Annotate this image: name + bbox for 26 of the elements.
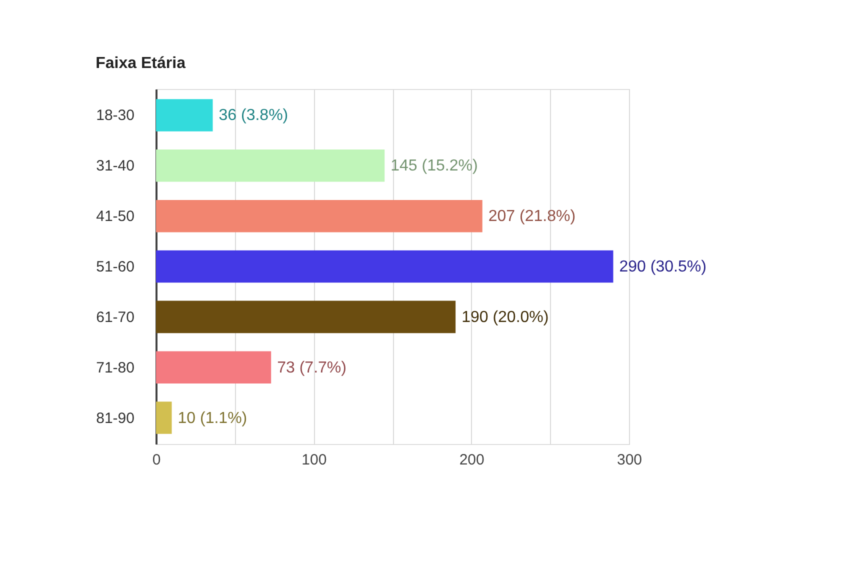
bar — [156, 99, 213, 132]
y-tick-label: 41-50 — [96, 208, 134, 226]
y-tick-label: 18-30 — [96, 107, 134, 124]
data-label: 10 (1.1%) — [178, 410, 248, 427]
data-label: 207 (21.8%) — [488, 208, 576, 226]
y-tick-label: 61-70 — [96, 308, 134, 326]
bar — [156, 351, 272, 384]
bar — [156, 402, 172, 434]
x-tick-label: 100 — [302, 452, 327, 468]
data-label: 290 (30.5%) — [619, 258, 706, 276]
x-tick-label: 0 — [152, 452, 161, 468]
bar — [156, 150, 385, 182]
chart-title: Faixa Etária — [96, 55, 186, 72]
data-label: 190 (20.0%) — [462, 308, 549, 326]
data-label: 73 (7.7%) — [277, 359, 346, 376]
x-tick-label: 300 — [616, 452, 642, 468]
x-tick-label: 200 — [459, 452, 484, 468]
y-tick-label: 31-40 — [96, 158, 134, 175]
data-label: 36 (3.8%) — [218, 107, 288, 124]
y-tick-label: 71-80 — [96, 359, 134, 376]
data-label: 145 (15.2%) — [390, 158, 478, 175]
bar — [156, 250, 614, 283]
bar — [156, 200, 482, 232]
y-tick-label: 81-90 — [96, 410, 134, 427]
bar — [156, 300, 456, 334]
y-tick-label: 51-60 — [96, 258, 134, 276]
